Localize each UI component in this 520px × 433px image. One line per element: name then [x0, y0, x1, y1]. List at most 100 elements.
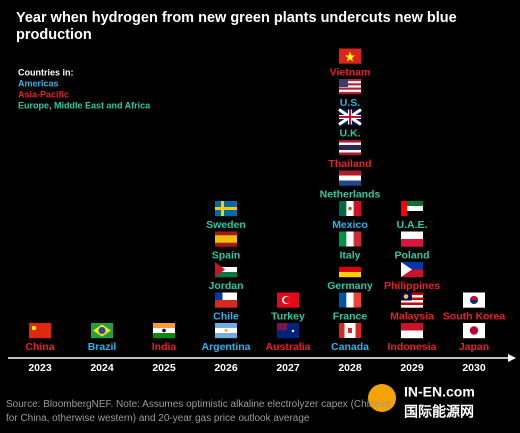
flag-part — [153, 323, 175, 329]
country-label: U.S. — [340, 97, 361, 109]
flag-part — [215, 292, 223, 300]
flag-part — [401, 323, 423, 331]
country-label: Brazil — [88, 341, 117, 353]
country-label: U.K. — [340, 127, 361, 139]
legend-entry: Americas — [18, 78, 59, 88]
country-label: Chile — [213, 310, 239, 322]
watermark-bg — [398, 384, 516, 424]
flag-part — [403, 294, 409, 299]
flag-part — [291, 329, 295, 333]
x-tick-label: 2027 — [276, 362, 300, 374]
flag-part — [339, 292, 347, 308]
flag-part — [401, 262, 423, 270]
flag-part — [339, 116, 361, 118]
flag-part — [277, 323, 287, 330]
flag-part — [353, 231, 362, 247]
flag-part — [29, 323, 51, 339]
country-label: Netherlands — [320, 188, 381, 200]
flag-part — [401, 305, 423, 308]
flag-part — [339, 85, 361, 88]
flag-part — [215, 207, 237, 210]
flag-part — [339, 180, 361, 186]
country-label: Japan — [459, 341, 489, 353]
flag-part — [339, 81, 361, 84]
country-label: Turkey — [271, 310, 305, 322]
flag-part — [339, 272, 361, 278]
country-label: Canada — [331, 341, 369, 353]
flag-part — [353, 201, 362, 216]
flag-part — [346, 292, 354, 308]
flag-part — [348, 328, 352, 333]
source-note: Source: BloombergNEF. Note: Assumes opti… — [6, 399, 391, 424]
flag-part — [283, 296, 291, 304]
flag-part — [215, 242, 237, 247]
flag-part — [215, 262, 225, 277]
legend-entry: Europe, Middle East and Africa — [18, 100, 151, 110]
flag-part — [339, 175, 361, 181]
country-label: Vietnam — [330, 66, 371, 78]
x-tick-label: 2024 — [90, 362, 114, 374]
country-label: Thailand — [328, 158, 371, 170]
country-label: South Korea — [443, 310, 506, 322]
x-tick-label: 2026 — [214, 362, 238, 374]
flag-part — [401, 206, 423, 212]
flag-part — [353, 292, 362, 308]
flag-part — [401, 330, 423, 339]
flag-part — [401, 239, 423, 247]
flag-part — [153, 333, 175, 339]
country-label: U.A.E. — [397, 219, 428, 231]
flag-part — [401, 262, 412, 277]
legend-title: Countries in: — [18, 67, 74, 77]
flag-part — [339, 152, 361, 156]
flag-part — [339, 91, 361, 95]
flag-part — [32, 326, 36, 330]
flag-part — [401, 302, 423, 306]
country-label: Sweden — [206, 219, 246, 231]
country-label: Philippines — [384, 280, 440, 292]
flag-part — [215, 333, 237, 339]
flag-part — [339, 201, 347, 216]
flag-part — [215, 262, 237, 268]
flag-part — [345, 51, 355, 62]
flag-part — [469, 326, 479, 335]
flag-part — [401, 201, 407, 216]
flag-part — [339, 87, 361, 90]
x-tick-label: 2025 — [152, 362, 176, 374]
flag-part — [470, 296, 478, 300]
country-label: Indonesia — [387, 341, 436, 353]
flag-part — [215, 235, 237, 243]
flag-part — [401, 269, 423, 278]
flag-part — [215, 300, 237, 308]
country-label: China — [25, 341, 54, 353]
flag-part — [215, 272, 237, 278]
flag-part — [215, 292, 237, 301]
country-label: Poland — [394, 249, 429, 261]
country-label: Jordan — [208, 280, 243, 292]
flag-part — [339, 262, 361, 268]
watermark: IN-EN.com — [404, 384, 475, 400]
country-label: Malaysia — [390, 310, 434, 322]
country-label: Italy — [339, 249, 360, 261]
flag-part — [339, 83, 361, 86]
flag-part — [401, 211, 423, 217]
flag-part — [215, 267, 237, 273]
flag-part — [224, 329, 228, 332]
flag-part — [98, 327, 106, 334]
flag-part — [348, 206, 352, 211]
x-tick-label: 2030 — [462, 362, 486, 374]
chart-title: Year when hydrogen from new green plants… — [16, 10, 457, 43]
flag-part — [339, 145, 361, 151]
country-label: Argentina — [201, 341, 250, 353]
flag-part — [339, 140, 361, 143]
flag-part — [215, 231, 237, 236]
flag-part — [339, 267, 361, 273]
flag-part — [339, 142, 361, 146]
flag-part — [401, 231, 423, 240]
watermark: 国际能源网 — [404, 404, 474, 420]
legend-entry: Asia-Pacific — [18, 89, 69, 99]
axis-arrow — [508, 354, 516, 362]
flag-part — [346, 231, 354, 247]
flag-part — [339, 89, 361, 93]
